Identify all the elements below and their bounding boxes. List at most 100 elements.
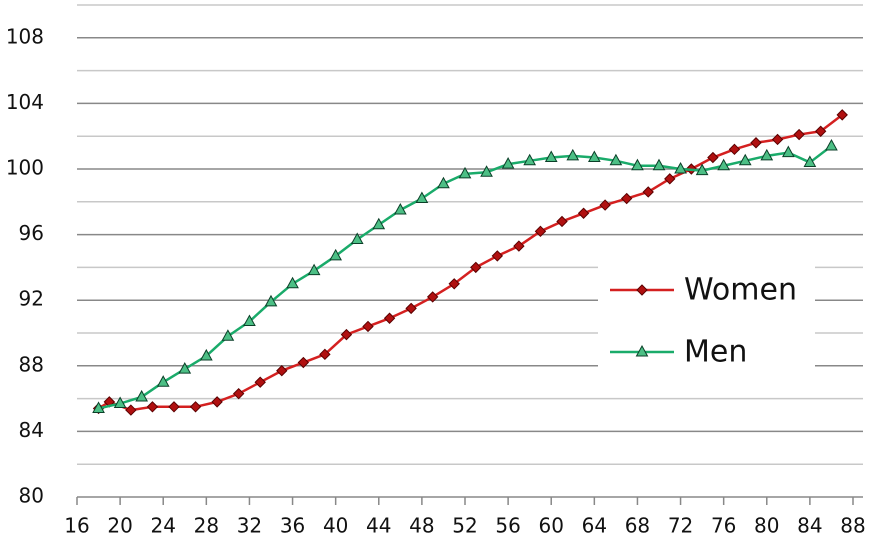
marker [448,278,460,290]
marker [92,401,105,413]
marker [652,158,666,171]
marker [372,217,386,230]
marker [771,133,784,146]
marker [458,166,472,179]
marker [286,276,299,289]
marker [264,294,278,307]
y-tick-label: 92 [19,287,44,311]
marker [599,199,611,211]
marker [577,207,590,219]
x-tick-label: 68 [625,514,650,538]
marker [635,344,649,357]
marker [393,202,407,215]
marker [491,250,504,262]
y-tick-label: 84 [19,418,44,442]
marker [793,128,805,141]
legend: Women Men [598,256,815,378]
x-tick-label: 16 [64,514,89,538]
x-tick-label: 80 [754,514,779,538]
x-tick-label: 72 [668,514,693,538]
marker [609,153,623,166]
y-tick-label: 108 [6,24,44,48]
marker [544,150,558,163]
y-tick-label: 104 [6,90,44,114]
marker [587,150,601,163]
x-tick-label: 48 [409,514,434,538]
marker [674,161,687,174]
marker [125,404,137,416]
marker [329,248,343,261]
y-tick-label: 100 [6,156,44,180]
marker [470,261,482,274]
legend-label: Men [684,335,747,370]
marker [803,155,817,167]
marker [631,158,644,171]
marker [642,186,654,198]
marker [276,365,288,377]
marker [113,396,127,409]
y-tick-label: 80 [19,484,44,508]
marker [760,148,774,161]
marker [362,320,374,333]
x-tick-label: 28 [194,514,219,538]
marker [513,240,525,252]
marker [750,137,762,149]
marker [221,329,235,341]
marker [199,348,213,361]
marker [307,263,321,276]
marker [319,348,331,361]
x-tick-label: 60 [538,514,563,538]
marker [556,215,568,228]
marker [405,302,417,315]
marker [636,284,648,296]
x-tick-label: 56 [495,514,520,538]
marker [168,401,180,413]
marker [620,192,633,205]
marker [211,396,223,408]
marker [437,176,450,189]
marker [297,356,310,369]
marker [232,387,245,400]
marker [156,375,170,387]
x-tick-label: 52 [452,514,477,538]
legend-box [598,256,815,378]
y-tick-label: 96 [19,221,44,245]
marker [717,158,731,171]
marker [383,312,396,324]
marker [738,153,752,166]
x-tick-label: 44 [366,514,391,538]
marker [178,362,192,374]
marker [664,173,676,185]
x-tick-label: 20 [107,514,132,538]
marker [781,145,795,158]
marker [189,401,202,413]
marker [523,153,537,166]
marker [836,109,848,121]
marker [480,165,493,177]
x-tick-label: 32 [237,514,262,538]
marker [707,151,719,164]
marker [728,143,741,156]
marker [566,148,580,161]
marker [534,225,547,238]
marker [501,157,515,169]
legend-label: Women [684,273,797,308]
marker [426,291,439,303]
x-tick-label: 84 [797,514,822,538]
marker [135,389,149,402]
x-tick-label: 76 [711,514,736,538]
x-tick-label: 24 [150,514,175,538]
x-tick-label: 64 [582,514,607,538]
x-tick-label: 88 [840,514,865,538]
marker [146,401,159,413]
marker [340,328,353,341]
marker [825,139,838,151]
x-tick-label: 36 [280,514,305,538]
marker [695,163,709,176]
marker [350,232,364,245]
marker [254,376,266,388]
x-tick-label: 40 [323,514,348,538]
marker [814,125,827,137]
y-tick-label: 88 [19,352,44,376]
